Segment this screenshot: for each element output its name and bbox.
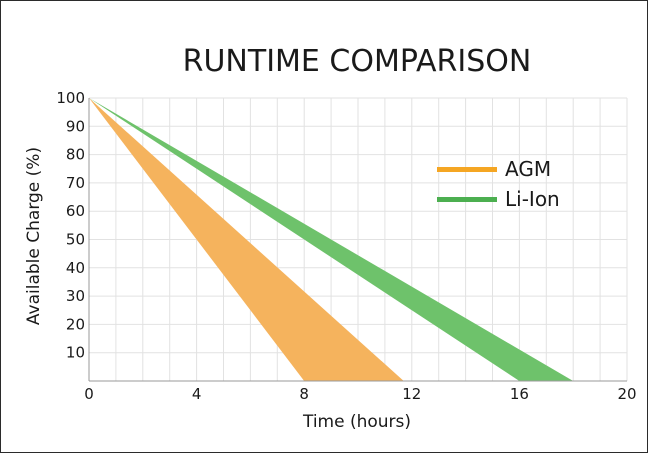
y-tick-label: 30 [66, 287, 85, 305]
x-tick-label: 4 [192, 385, 202, 403]
chart-title: RUNTIME COMPARISON [183, 44, 532, 79]
tick-labels: 10 20 30 40 50 60 70 80 90 100 0 4 8 12 16 20 [56, 89, 636, 403]
y-tick-label: 80 [66, 146, 85, 164]
legend: AGM Li-Ion [437, 157, 560, 211]
x-tick-label: 0 [84, 385, 94, 403]
y-tick-label: 50 [66, 231, 85, 249]
y-tick-label: 70 [66, 174, 85, 192]
axes [88, 98, 627, 382]
y-tick-label: 100 [56, 89, 85, 107]
x-tick-label: 16 [510, 385, 529, 403]
legend-swatch [437, 167, 497, 172]
y-tick-label: 40 [66, 259, 85, 277]
x-axis-label: Time (hours) [302, 412, 411, 432]
x-tick-label: 20 [617, 385, 636, 403]
legend-label: Li-Ion [505, 187, 560, 211]
y-tick-label: 90 [66, 117, 85, 135]
y-tick-label: 20 [66, 315, 85, 333]
band-li-ion [89, 98, 574, 381]
legend-swatch [437, 197, 497, 202]
y-tick-label: 10 [66, 344, 85, 362]
y-axis-label: Available Charge (%) [24, 147, 44, 325]
data-bands [89, 98, 574, 381]
x-tick-label: 8 [299, 385, 309, 403]
grid [88, 97, 628, 382]
x-tick-label: 12 [402, 385, 421, 403]
y-tick-label: 60 [66, 202, 85, 220]
band-agm [89, 98, 404, 381]
legend-label: AGM [505, 157, 551, 181]
